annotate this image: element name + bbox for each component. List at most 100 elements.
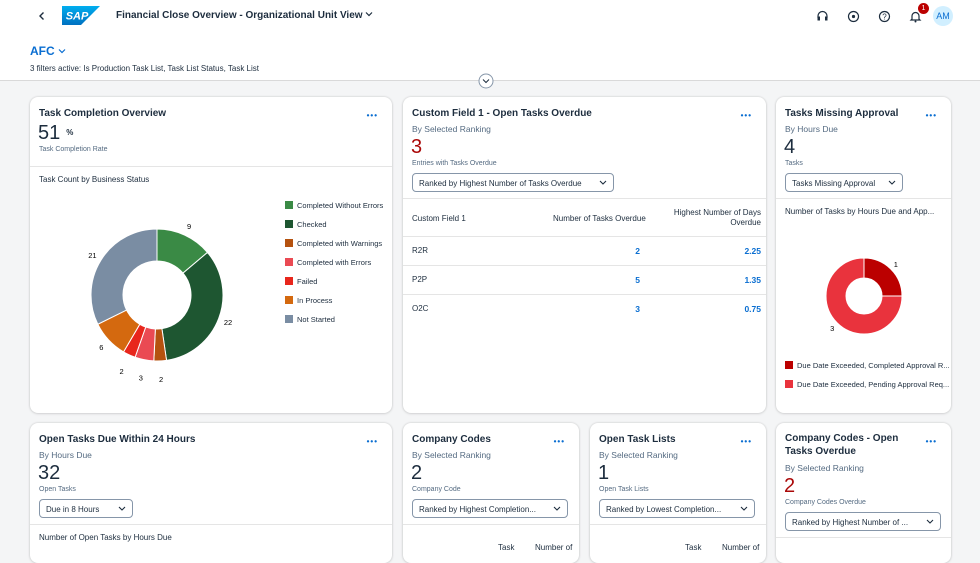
column-header: Number of — [535, 543, 573, 552]
legend-swatch — [285, 220, 293, 228]
card: ••• Tasks Missing Approval By Hours Due 4 Ta… — [776, 97, 951, 413]
cell-label: O2C — [412, 304, 429, 313]
kpi-value: 2 — [411, 462, 422, 485]
card-title: Open Tasks Due Within 24 Hours — [39, 434, 196, 445]
legend-label: Completed Without Errors — [297, 201, 384, 210]
legend-swatch — [285, 296, 293, 304]
cell-value: 5 — [635, 275, 640, 285]
dropdown-text: Ranked by Lowest Completion... — [606, 505, 722, 514]
card: ••• Open Task Lists By Selected Ranking 1 Op… — [590, 423, 766, 563]
card: ••• Custom Field 1 - Open Tasks Overdue By… — [403, 97, 766, 413]
dropdown[interactable]: Ranked by Highest Number of Tasks Overdu… — [412, 173, 614, 192]
more-button[interactable]: ••• — [925, 437, 937, 446]
row-divider — [403, 265, 766, 266]
divider — [776, 537, 951, 538]
variant[interactable]: AFC — [30, 44, 66, 58]
card-subtitle: By Hours Due — [785, 124, 838, 134]
donut-segment — [161, 251, 224, 361]
dropdown-text: Ranked by Highest Completion... — [419, 505, 536, 514]
chart-title: Number of Open Tasks by Hours Due — [39, 533, 172, 542]
more-button[interactable]: ••• — [553, 437, 565, 446]
chevron — [888, 180, 896, 185]
dropdown-text: Tasks Missing Approval — [792, 179, 876, 188]
more-button[interactable]: ••• — [366, 111, 378, 120]
avatar[interactable]: AM — [933, 6, 953, 26]
card-title: Task Completion Overview — [39, 108, 167, 119]
card: ••• Open Tasks Due Within 24 Hours By Hour… — [30, 423, 392, 563]
support-icon[interactable] — [816, 10, 829, 23]
row-divider — [403, 236, 766, 237]
app-title[interactable]: Financial Close Overview - Organizationa… — [116, 10, 373, 21]
notifications-icon[interactable] — [909, 10, 922, 23]
divider — [403, 198, 766, 199]
cell-label: P2P — [412, 275, 428, 284]
column-header: Number of — [722, 543, 760, 552]
card-subtitle: By Selected Ranking — [599, 450, 678, 460]
cell-value: 2 — [635, 246, 640, 256]
chevron — [118, 506, 126, 511]
legend-swatch — [285, 258, 293, 266]
kpi-value: 3 — [411, 136, 422, 159]
more-button[interactable]: ••• — [740, 111, 752, 120]
svg-text:?: ? — [882, 13, 887, 22]
dropdown[interactable]: Due in 8 Hours — [39, 499, 133, 518]
dropdown[interactable]: Ranked by Lowest Completion... — [599, 499, 755, 518]
legend-label: Checked — [297, 220, 327, 229]
logo[interactable]: SAP — [62, 6, 100, 25]
kpi-label: Company Code — [412, 486, 461, 493]
kpi-number: 32 — [38, 462, 61, 484]
card-title: Tasks Missing Approval — [785, 108, 899, 119]
assistant-icon[interactable] — [847, 10, 860, 23]
dropdown[interactable]: Ranked by Highest Number of ... — [785, 512, 941, 531]
card-title: Company Codes — [412, 434, 491, 445]
donut-segment — [825, 257, 903, 335]
chevron — [553, 506, 561, 511]
legend-swatch — [285, 201, 293, 209]
chevron — [58, 49, 66, 54]
donut-segment — [90, 228, 158, 325]
card-title: Open Task Lists — [599, 434, 676, 445]
kpi-value: 51% — [38, 122, 73, 145]
filter-summary: 3 filters active: Is Production Task Lis… — [30, 64, 259, 73]
column-header: Custom Field 1 — [412, 214, 466, 223]
data-label: 2 — [159, 375, 163, 384]
divider — [403, 524, 579, 525]
divider — [590, 524, 766, 525]
chevron — [365, 12, 373, 17]
chart-title: Task Count by Business Status — [39, 175, 150, 184]
legend-label: Failed — [297, 277, 318, 286]
collapse-header[interactable] — [478, 73, 494, 89]
data-label: 21 — [88, 251, 96, 260]
back-button[interactable] — [37, 11, 47, 21]
card-subtitle: By Selected Ranking — [412, 450, 491, 460]
kpi-label: Entries with Tasks Overdue — [412, 160, 497, 167]
card: ••• Company Codes - Open Tasks Overdue By … — [776, 423, 951, 563]
kpi-number: 1 — [598, 462, 610, 484]
data-label: 1 — [894, 260, 898, 269]
more-button[interactable]: ••• — [366, 437, 378, 446]
legend-label: Completed with Errors — [297, 258, 372, 267]
kpi-number: 3 — [411, 136, 423, 158]
legend-label: Due Date Exceeded, Pending Approval Req.… — [797, 380, 950, 389]
legend-swatch — [285, 315, 293, 323]
kpi-label: Tasks — [785, 160, 803, 167]
more-button[interactable]: ••• — [925, 111, 937, 120]
help-icon[interactable]: ? — [878, 10, 891, 23]
card: ••• Task Completion Overview 51% Task Compl… — [30, 97, 392, 413]
chevron — [740, 506, 748, 511]
legend-label: In Process — [297, 296, 333, 305]
chevron — [926, 519, 934, 524]
data-label: 3 — [830, 324, 834, 333]
dropdown[interactable]: Ranked by Highest Completion... — [412, 499, 568, 518]
kpi-number: 4 — [784, 136, 796, 158]
dropdown[interactable]: Tasks Missing Approval — [785, 173, 903, 192]
more-button[interactable]: ••• — [740, 437, 752, 446]
kpi-number: 2 — [784, 475, 796, 497]
card: ••• Company Codes By Selected Ranking 2 Comp… — [403, 423, 579, 563]
chart-title: Number of Tasks by Hours Due and App... — [785, 207, 935, 216]
donut-chart: 13 — [825, 257, 903, 335]
cell-value: 0.75 — [744, 304, 761, 314]
kpi-label: Task Completion Rate — [39, 146, 108, 153]
